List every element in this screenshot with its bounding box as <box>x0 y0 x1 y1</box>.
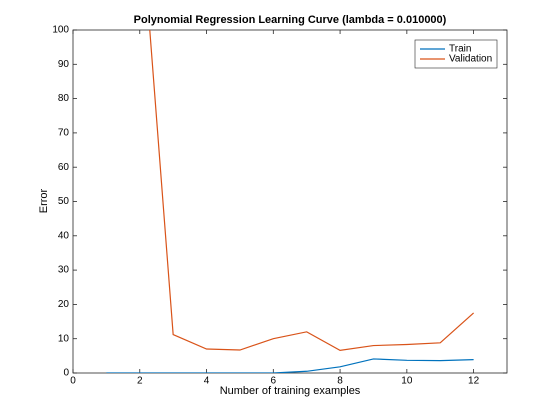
series-group <box>106 358 474 373</box>
y-tick-label: 30 <box>58 265 70 276</box>
x-tick-label: 0 <box>70 376 76 387</box>
legend-label: Validation <box>449 54 492 65</box>
x-tick-label: 8 <box>337 376 343 387</box>
y-tick-label: 50 <box>58 196 70 207</box>
x-tick-label: 2 <box>137 376 143 387</box>
axes-box <box>72 29 508 374</box>
y-tick-label: 100 <box>52 25 69 36</box>
y-tick-label: 60 <box>58 162 70 173</box>
legend-label: Train <box>449 44 471 55</box>
series-group <box>149 30 475 351</box>
legend-box <box>414 39 498 69</box>
series-line <box>149 30 475 351</box>
x-tick-label: 12 <box>468 376 480 387</box>
x-tick-label: 10 <box>401 376 413 387</box>
y-tick-label: 10 <box>58 333 70 344</box>
y-tick-label: 40 <box>58 230 70 241</box>
x-tick-label: 6 <box>271 376 277 387</box>
x-axis-label: Number of training examples <box>220 385 361 397</box>
y-tick-label: 70 <box>58 128 70 139</box>
y-tick-label: 90 <box>58 59 70 70</box>
y-tick-label: 80 <box>58 93 70 104</box>
x-tick-label: 4 <box>204 376 210 387</box>
y-tick-label: 20 <box>58 299 70 310</box>
y-tick-label: 0 <box>63 368 69 379</box>
chart-title: Polynomial Regression Learning Curve (la… <box>134 14 447 26</box>
y-axis-label: Error <box>38 188 50 213</box>
series-line <box>106 358 474 373</box>
